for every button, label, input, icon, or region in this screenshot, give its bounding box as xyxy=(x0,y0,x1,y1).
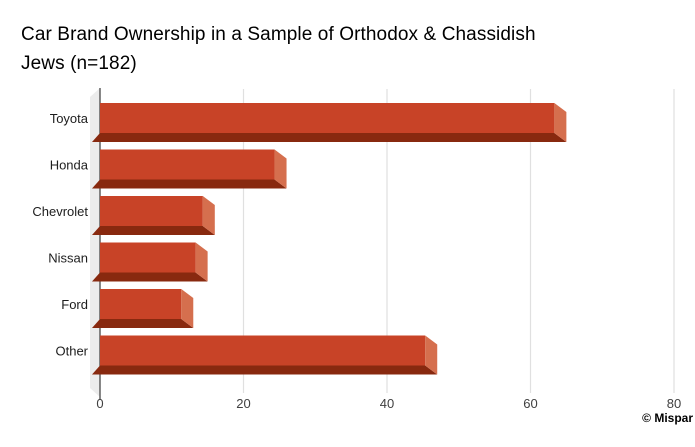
x-tick-label-20: 20 xyxy=(236,396,250,411)
bar-toyota[interactable] xyxy=(92,103,567,142)
bar-other[interactable] xyxy=(92,335,438,375)
chart-title: Car Brand Ownership in a Sample of Ortho… xyxy=(21,20,671,78)
bar-bottom-face xyxy=(92,179,287,189)
bar-ford[interactable] xyxy=(92,289,194,328)
bar-end-cap xyxy=(181,289,194,328)
bar-chevrolet[interactable] xyxy=(92,196,215,235)
chart-title-line1: Car Brand Ownership in a Sample of Ortho… xyxy=(21,24,536,45)
x-tick-label-60: 60 xyxy=(523,396,537,411)
category-label-chevrolet: Chevrolet xyxy=(32,204,88,219)
category-label-nissan: Nissan xyxy=(48,251,88,266)
bar-front-face xyxy=(100,149,275,180)
bar-front-face xyxy=(100,335,426,366)
category-label-honda: Honda xyxy=(50,158,89,173)
bar-bottom-face xyxy=(92,226,215,235)
x-tick-label-80: 80 xyxy=(667,396,681,411)
bar-end-cap xyxy=(425,335,438,375)
x-tick-label-0: 0 xyxy=(96,396,103,411)
category-label-other: Other xyxy=(55,344,88,359)
category-label-ford: Ford xyxy=(61,297,88,312)
bar-end-cap xyxy=(554,103,567,142)
bar-end-cap xyxy=(195,242,208,282)
bar-front-face xyxy=(100,242,196,273)
bar-nissan[interactable] xyxy=(92,242,208,282)
x-tick-label-40: 40 xyxy=(380,396,394,411)
bar-honda[interactable] xyxy=(92,149,287,189)
bar-front-face xyxy=(100,289,182,319)
bar-front-face xyxy=(100,103,555,133)
bar-end-cap xyxy=(202,196,215,235)
chart-3d-wall xyxy=(90,88,100,397)
bar-bottom-face xyxy=(92,133,567,142)
bar-bottom-face xyxy=(92,365,438,375)
bar-front-face xyxy=(100,196,203,226)
chart-title-line2: Jews (n=182) xyxy=(21,53,137,74)
category-label-toyota: Toyota xyxy=(50,111,89,126)
bar-end-cap xyxy=(274,149,287,189)
attribution-text: © Mispar xyxy=(642,411,693,425)
bar-bottom-face xyxy=(92,319,194,328)
bar-bottom-face xyxy=(92,272,208,282)
